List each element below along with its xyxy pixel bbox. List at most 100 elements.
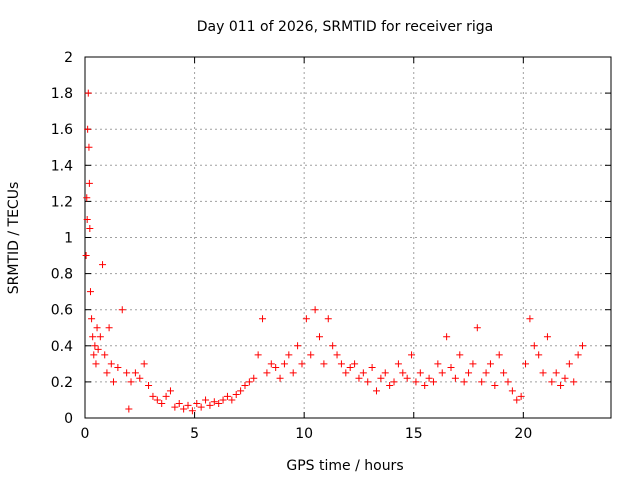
data-point: [153, 396, 161, 404]
data-point: [103, 369, 111, 377]
data-point: [171, 403, 179, 411]
y-tick-label: 0: [64, 411, 73, 427]
data-point: [188, 407, 196, 415]
data-point: [526, 315, 534, 323]
data-point: [377, 374, 385, 382]
data-point: [254, 351, 262, 359]
data-markers: [82, 89, 587, 415]
data-point: [320, 360, 328, 368]
y-tick-label: 0.4: [51, 339, 73, 355]
data-point: [180, 405, 188, 413]
y-tick-label: 1: [64, 231, 73, 247]
data-point: [579, 342, 587, 350]
x-tick-label: 15: [405, 426, 423, 442]
data-point: [372, 387, 380, 395]
y-tick-label: 1.2: [51, 194, 73, 210]
data-point: [364, 378, 372, 386]
y-tick-label: 1.6: [51, 122, 73, 138]
data-point: [101, 351, 109, 359]
data-point: [570, 378, 578, 386]
data-point: [355, 374, 363, 382]
data-point: [127, 378, 135, 386]
data-point: [237, 387, 245, 395]
data-point: [105, 324, 113, 332]
y-axis-label: SRMTID / TECUs: [6, 182, 22, 295]
data-point: [561, 374, 569, 382]
data-point: [86, 288, 94, 296]
data-point: [491, 382, 499, 390]
data-point: [109, 378, 117, 386]
data-point: [215, 400, 223, 408]
chart-title: Day 011 of 2026, SRMTID for receiver rig…: [197, 19, 494, 35]
data-point: [425, 374, 433, 382]
x-tick-label: 5: [190, 426, 199, 442]
data-point: [495, 351, 503, 359]
data-point: [316, 333, 324, 341]
data-point: [263, 369, 271, 377]
data-point: [434, 360, 442, 368]
y-tick-label: 2: [64, 50, 73, 66]
data-point: [280, 360, 288, 368]
data-point: [408, 351, 416, 359]
data-point: [530, 342, 538, 350]
data-point: [294, 342, 302, 350]
data-point: [232, 391, 240, 399]
data-point: [89, 333, 97, 341]
data-point: [429, 378, 437, 386]
data-point: [250, 374, 258, 382]
data-point: [92, 360, 100, 368]
data-point: [272, 363, 280, 371]
data-point: [324, 315, 332, 323]
x-axis-label: GPS time / hours: [286, 458, 403, 474]
data-point: [193, 400, 201, 408]
data-point: [447, 363, 455, 371]
y-tick-label: 1.8: [51, 86, 73, 102]
data-point: [302, 315, 310, 323]
data-point: [197, 403, 205, 411]
data-point: [84, 89, 92, 97]
data-point: [346, 363, 354, 371]
data-point: [508, 387, 516, 395]
data-point: [298, 360, 306, 368]
data-point: [91, 342, 99, 350]
x-tick-label: 0: [81, 426, 90, 442]
data-point: [118, 306, 126, 314]
data-point: [267, 360, 275, 368]
data-point: [285, 351, 293, 359]
data-point: [259, 315, 267, 323]
data-point: [241, 382, 249, 390]
data-point: [83, 215, 91, 223]
data-point: [276, 374, 284, 382]
grid: [85, 57, 611, 418]
data-point: [337, 360, 345, 368]
data-point: [162, 392, 170, 400]
data-point: [86, 224, 94, 232]
data-point: [114, 363, 122, 371]
data-point: [565, 360, 573, 368]
data-point: [522, 360, 530, 368]
data-point: [99, 261, 107, 269]
data-point: [123, 369, 131, 377]
data-point: [206, 401, 214, 409]
data-point: [210, 398, 218, 406]
y-tick-label: 0.8: [51, 267, 73, 283]
data-point: [125, 405, 133, 413]
data-point: [359, 369, 367, 377]
data-point: [500, 369, 508, 377]
data-point: [311, 306, 319, 314]
data-point: [390, 378, 398, 386]
data-point: [443, 333, 451, 341]
data-point: [351, 360, 359, 368]
data-point: [166, 387, 174, 395]
data-point: [368, 363, 376, 371]
data-point: [394, 360, 402, 368]
data-point: [543, 333, 551, 341]
data-point: [465, 369, 473, 377]
data-point: [93, 324, 101, 332]
data-point: [386, 382, 394, 390]
data-point: [88, 315, 96, 323]
data-point: [460, 378, 468, 386]
data-point: [149, 392, 157, 400]
y-tick-label: 1.4: [51, 158, 73, 174]
